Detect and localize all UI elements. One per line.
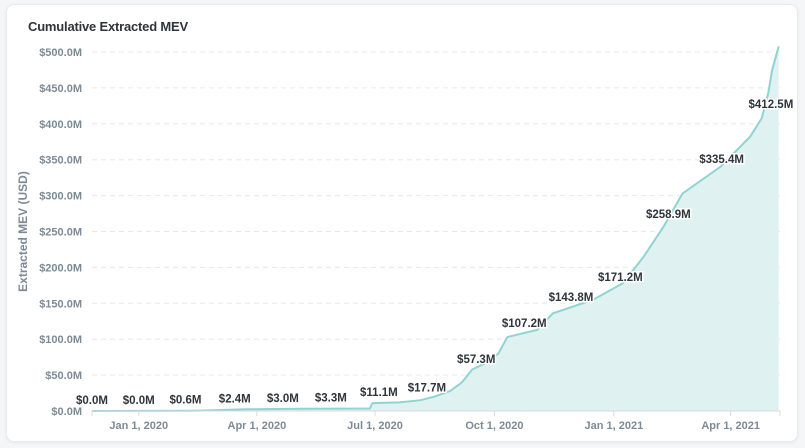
data-label: $143.8M bbox=[549, 292, 594, 304]
x-tick-label: Jan 1, 2020 bbox=[109, 420, 168, 432]
x-tick-label: Apr 1, 2020 bbox=[228, 420, 287, 432]
x-tick-label: Oct 1, 2020 bbox=[465, 420, 523, 432]
data-label: $107.2M bbox=[502, 318, 547, 330]
data-label: $57.3M bbox=[457, 354, 495, 366]
area-fill bbox=[92, 46, 779, 412]
data-label: $0.6M bbox=[169, 395, 201, 407]
data-label: $258.9M bbox=[646, 209, 691, 221]
data-label: $3.3M bbox=[315, 393, 347, 405]
x-tick-label: Jan 1, 2021 bbox=[584, 420, 643, 432]
y-tick-label: $500.0M bbox=[39, 47, 82, 59]
x-tick-label: Jul 1, 2020 bbox=[347, 420, 403, 432]
data-label: $11.1M bbox=[360, 387, 398, 399]
data-label: $3.0M bbox=[267, 393, 299, 405]
y-tick-label: $50.0M bbox=[45, 370, 82, 382]
y-tick-label: $150.0M bbox=[39, 298, 82, 310]
y-tick-label: $100.0M bbox=[39, 334, 82, 346]
data-label: $2.4M bbox=[219, 393, 251, 405]
series-line bbox=[91, 46, 780, 412]
data-label: $0.0M bbox=[76, 395, 108, 407]
y-axis-label: Extracted MEV (USD) bbox=[16, 171, 30, 292]
y-tick-label: $300.0M bbox=[39, 191, 82, 203]
y-tick-label: $0.0M bbox=[51, 406, 82, 418]
y-tick-label: $200.0M bbox=[39, 262, 82, 274]
y-tick-label: $350.0M bbox=[39, 155, 82, 167]
chart-title: Cumulative Extracted MEV bbox=[28, 19, 188, 34]
data-label: $171.2M bbox=[598, 272, 643, 284]
data-label: $0.0M bbox=[123, 395, 155, 407]
data-label: $17.7M bbox=[408, 382, 446, 394]
y-tick-label: $450.0M bbox=[39, 83, 82, 95]
data-label: $412.5M bbox=[749, 99, 794, 111]
y-tick-label: $250.0M bbox=[39, 227, 82, 239]
data-label: $335.4M bbox=[699, 154, 744, 166]
y-tick-label: $400.0M bbox=[39, 119, 82, 131]
x-tick-label: Apr 1, 2021 bbox=[701, 420, 760, 432]
